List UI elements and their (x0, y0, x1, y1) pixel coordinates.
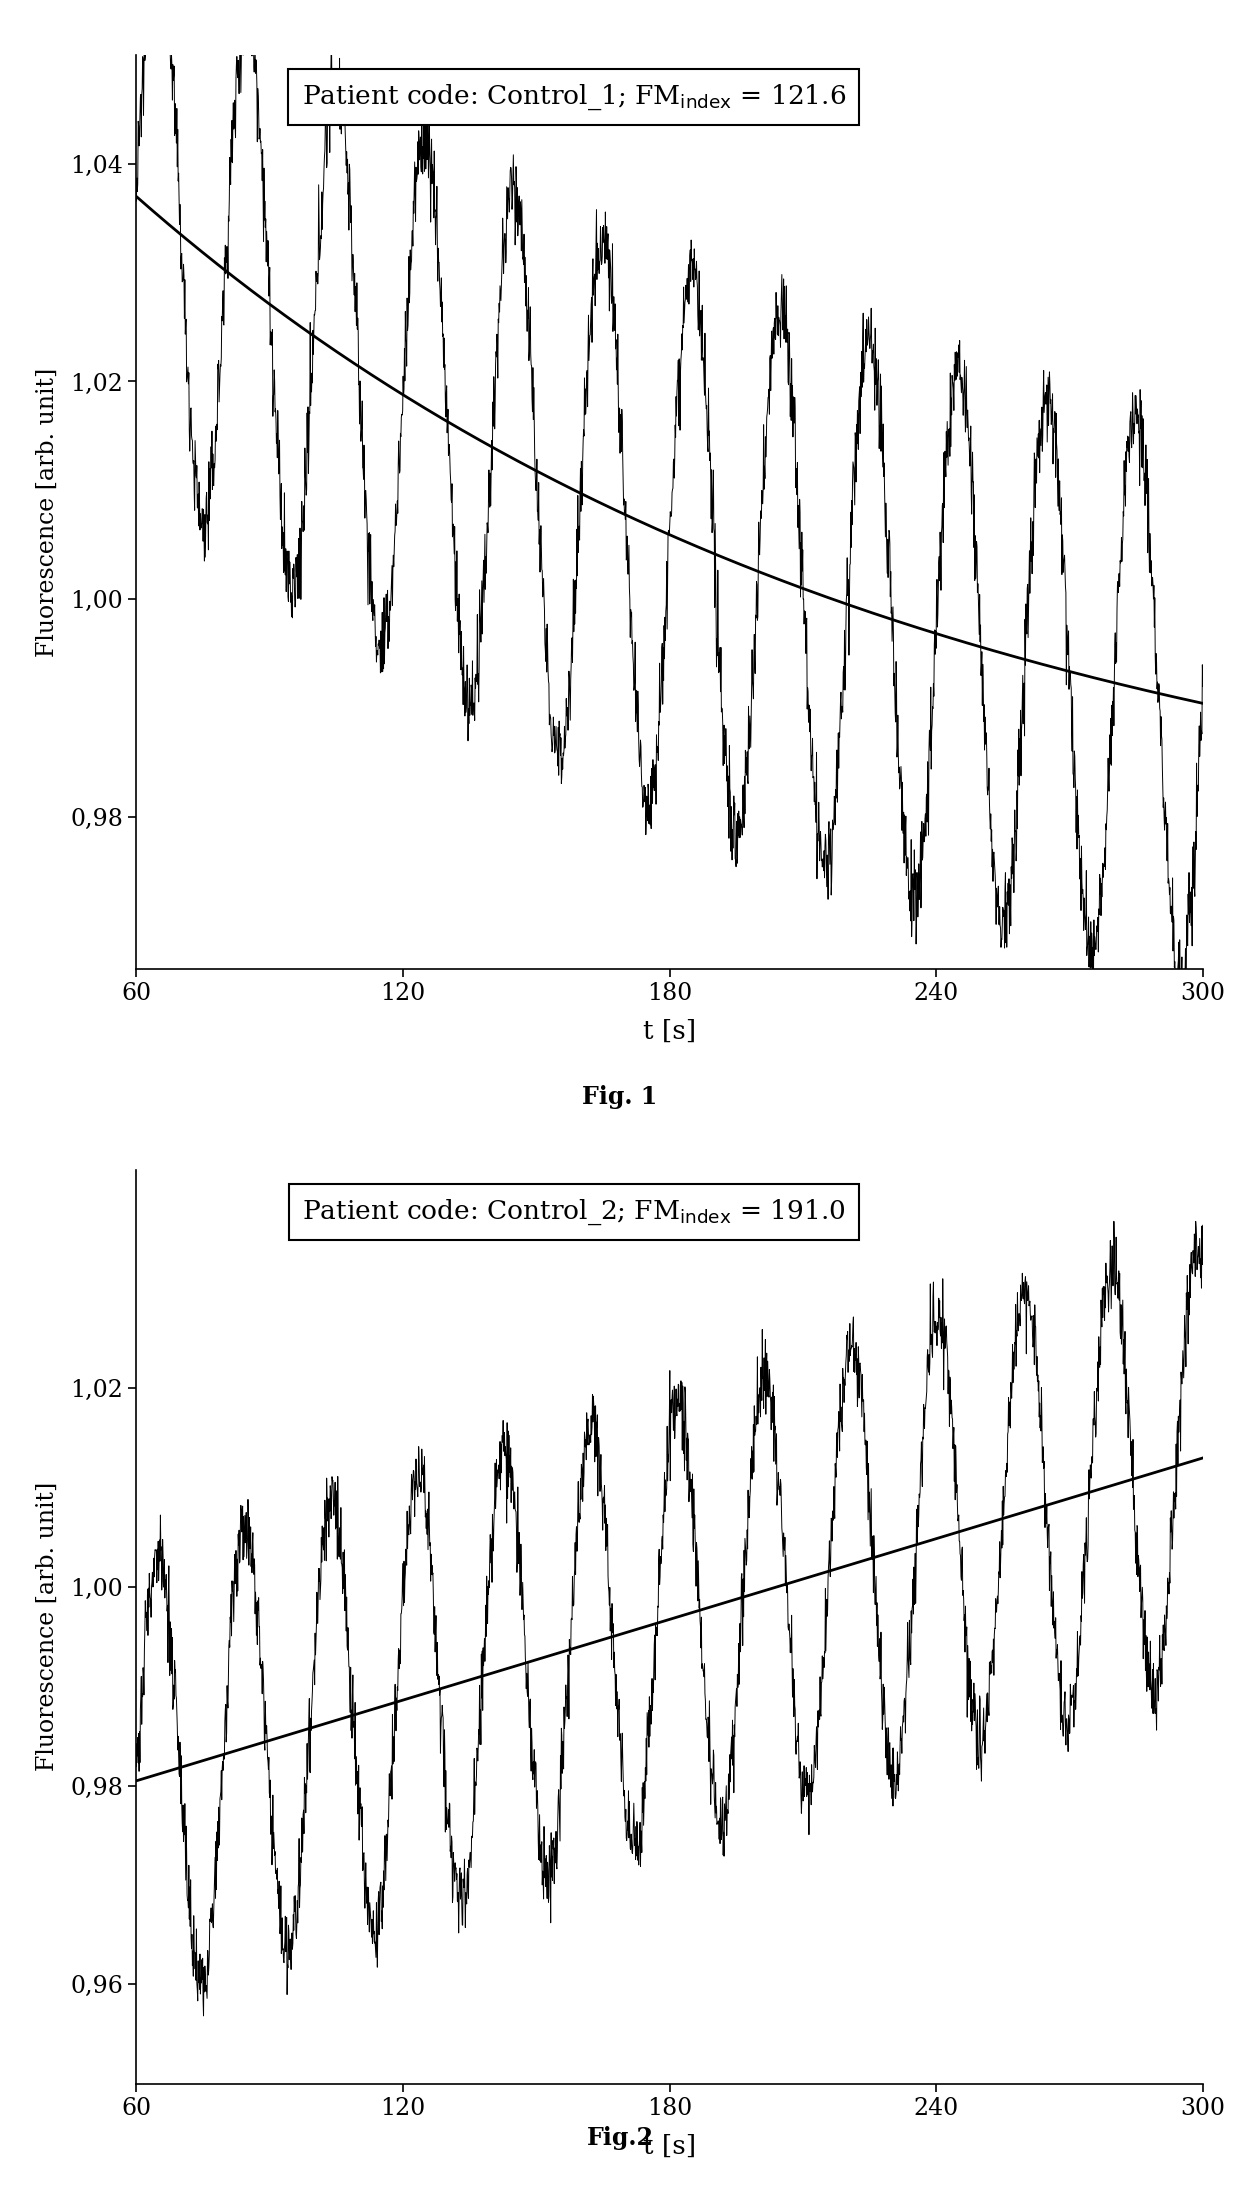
X-axis label: t [s]: t [s] (644, 2134, 696, 2159)
Text: Fig. 1: Fig. 1 (583, 1085, 657, 1109)
Y-axis label: Fluorescence [arb. unit]: Fluorescence [arb. unit] (36, 368, 60, 657)
X-axis label: t [s]: t [s] (644, 1019, 696, 1043)
Text: Patient code: Control_2; FM$_{\mathrm{index}}$ = 191.0: Patient code: Control_2; FM$_{\mathrm{in… (301, 1197, 846, 1226)
Text: Fig.2: Fig.2 (587, 2126, 653, 2150)
Text: Patient code: Control_1; FM$_{\mathrm{index}}$ = 121.6: Patient code: Control_1; FM$_{\mathrm{in… (301, 82, 846, 112)
Y-axis label: Fluorescence [arb. unit]: Fluorescence [arb. unit] (36, 1482, 60, 1771)
